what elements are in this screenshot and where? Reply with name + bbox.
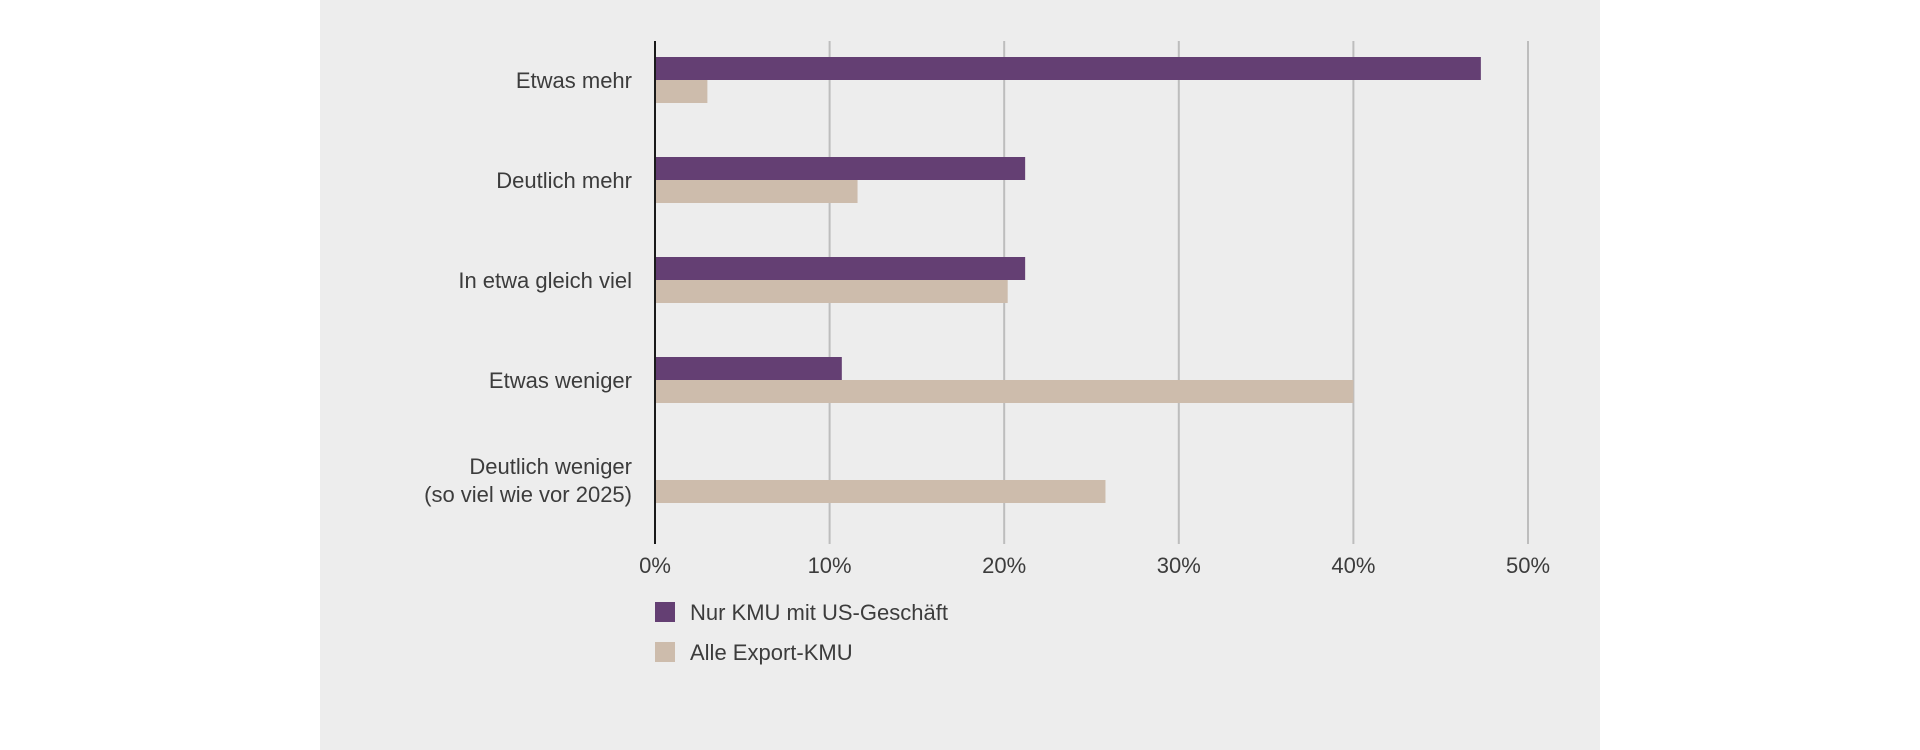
x-tick-label: 20% <box>982 553 1026 578</box>
bar-us-0 <box>655 57 1481 80</box>
bar-us-1 <box>655 157 1026 180</box>
bar-export-4 <box>655 480 1106 503</box>
chart-panel <box>320 0 1600 750</box>
category-labels: Etwas mehr Deutlich mehr In etwa gleich vi… <box>424 68 632 507</box>
x-tick-label: 10% <box>808 553 852 578</box>
x-tick-label: 50% <box>1506 553 1550 578</box>
bar-export-2 <box>655 280 1008 303</box>
category-label: In etwa gleich viel <box>458 268 632 293</box>
category-label: Etwas mehr <box>516 68 632 93</box>
bar-export-3 <box>655 380 1354 403</box>
x-tick-labels: 0% 10% 20% 30% 40% 50% <box>639 553 1550 578</box>
category-label: (so viel wie vor 2025) <box>424 482 632 507</box>
bar-export-0 <box>655 80 708 103</box>
legend-swatch <box>655 602 675 622</box>
bar-export-1 <box>655 180 858 203</box>
category-label: Deutlich weniger <box>469 454 632 479</box>
x-tick-label: 40% <box>1331 553 1375 578</box>
legend-label: Alle Export-KMU <box>690 640 853 665</box>
bar-us-2 <box>655 257 1026 280</box>
bars <box>655 57 1481 503</box>
legend-swatch <box>655 642 675 662</box>
category-label: Deutlich mehr <box>496 168 632 193</box>
category-label: Etwas weniger <box>489 368 632 393</box>
legend: Nur KMU mit US-Geschäft Alle Export-KMU <box>655 600 948 665</box>
legend-label: Nur KMU mit US-Geschäft <box>690 600 948 625</box>
x-tick-label: 0% <box>639 553 671 578</box>
x-tick-label: 30% <box>1157 553 1201 578</box>
bar-us-3 <box>655 357 842 380</box>
